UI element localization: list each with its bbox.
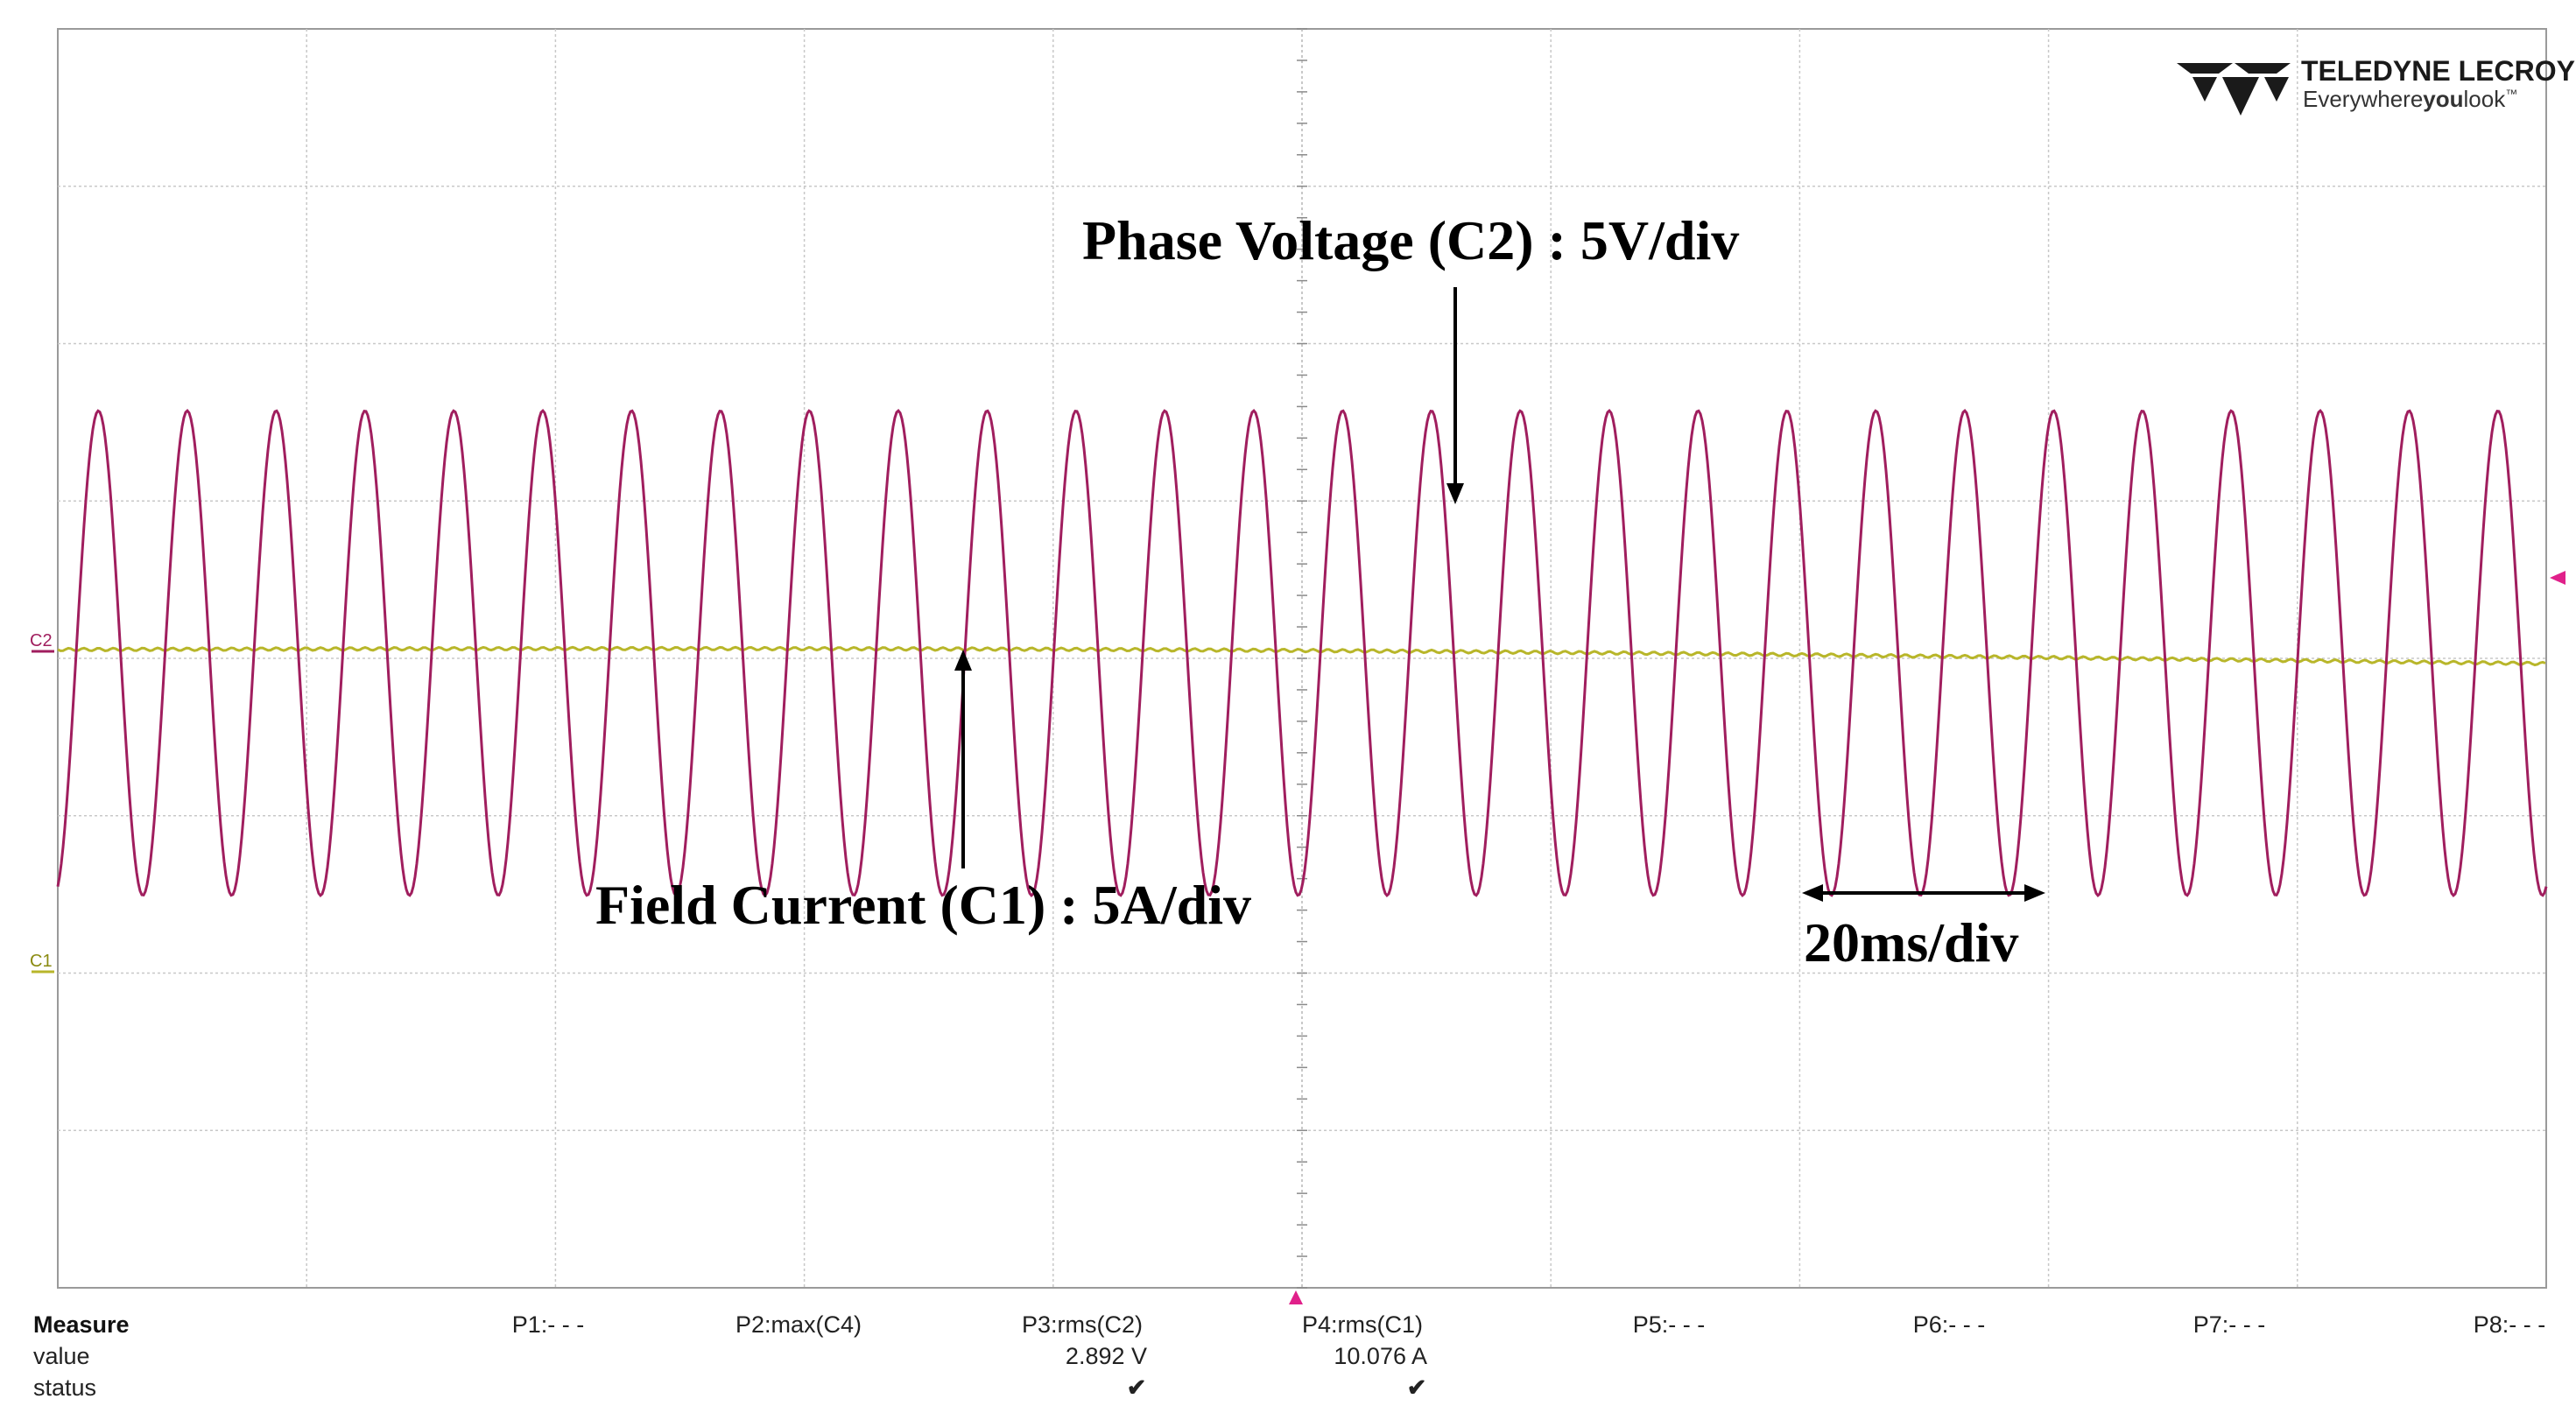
c2-channel-marker[interactable]: C2 <box>30 631 53 650</box>
param-label[interactable]: P6:- - - <box>1913 1311 1986 1338</box>
status-row-label: status <box>33 1374 96 1401</box>
brand-tagline: Everywhereyoulook™ <box>2303 86 2517 112</box>
brand-name: TELEDYNE LECROY <box>2301 55 2575 87</box>
logo-mark-icon <box>2177 63 2291 116</box>
param-label[interactable]: P3:rms(C2) <box>1022 1311 1143 1338</box>
measure-panel: Measure value status P1:- - - P2:max(C4)… <box>33 1311 2545 1401</box>
param-label[interactable]: P2:max(C4) <box>735 1311 862 1338</box>
param-p5[interactable]: P5:- - - <box>1633 1311 1706 1338</box>
param-label[interactable]: P4:rms(C1) <box>1302 1311 1423 1338</box>
center-axis-ticks <box>1297 28 1307 1289</box>
param-label[interactable]: P8:- - - <box>2474 1311 2546 1338</box>
param-value: 10.076 A <box>1334 1343 1427 1369</box>
param-p4[interactable]: P4:rms(C1) 10.076 A ✔ <box>1302 1311 1427 1401</box>
param-p2[interactable]: P2:max(C4) <box>735 1311 862 1338</box>
measure-header[interactable]: Measure <box>33 1311 130 1338</box>
teledyne-lecroy-logo: TELEDYNE LECROY Everywhereyoulook™ <box>2177 55 2575 116</box>
param-p8[interactable]: P8:- - - <box>2474 1311 2546 1338</box>
trigger-position-icon[interactable] <box>1289 1290 1303 1304</box>
param-p7[interactable]: P7:- - - <box>2193 1311 2266 1338</box>
param-p1[interactable]: P1:- - - <box>512 1311 585 1338</box>
param-p3[interactable]: P3:rms(C2) 2.892 V ✔ <box>1022 1311 1147 1401</box>
param-label[interactable]: P5:- - - <box>1633 1311 1706 1338</box>
arrow-left-icon <box>1802 884 1823 902</box>
status-check-icon: ✔ <box>1127 1374 1147 1401</box>
field-current-annotation: Field Current (C1) : 5A/div <box>595 874 1251 936</box>
param-label[interactable]: P7:- - - <box>2193 1311 2266 1338</box>
param-value: 2.892 V <box>1066 1343 1147 1369</box>
c1-channel-marker[interactable]: C1 <box>30 952 53 971</box>
phase-voltage-annotation: Phase Voltage (C2) : 5V/div <box>1082 209 1739 271</box>
timebase-annotation: 20ms/div <box>1804 911 2018 974</box>
arrow-right-icon <box>2024 884 2045 902</box>
status-check-icon: ✔ <box>1407 1374 1427 1401</box>
param-label[interactable]: P1:- - - <box>512 1311 585 1338</box>
param-p6[interactable]: P6:- - - <box>1913 1311 1986 1338</box>
value-row-label: value <box>33 1343 90 1369</box>
arrow-up-icon <box>954 650 972 671</box>
field-current-trace <box>57 645 2546 667</box>
phase-voltage-trace <box>56 409 2548 897</box>
trace-level-arrow-icon[interactable] <box>2550 571 2565 585</box>
arrow-down-icon <box>1446 483 1464 504</box>
